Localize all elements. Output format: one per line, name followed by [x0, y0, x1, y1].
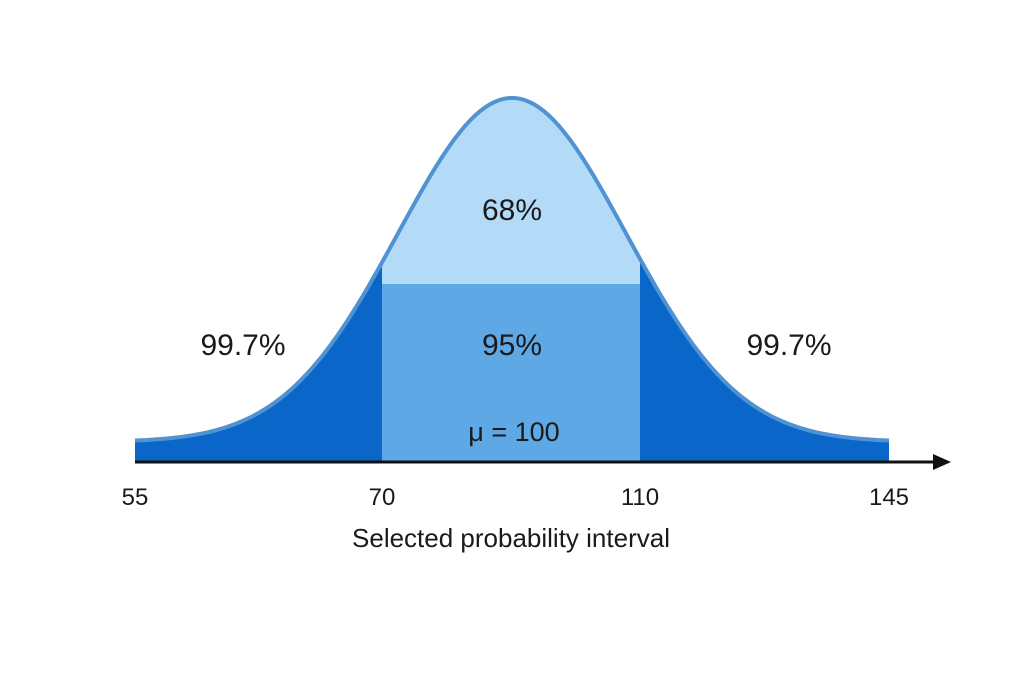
curve-fills: [135, 98, 889, 462]
tail-region-left: [135, 262, 382, 462]
curve-outline: [135, 96, 889, 443]
mean-label: μ = 100: [468, 417, 559, 447]
region-label-68: 68%: [482, 194, 542, 227]
tick-label: 70: [369, 484, 396, 511]
center-region: [382, 98, 640, 284]
x-axis: 55 70 110 145: [122, 454, 951, 511]
tail-region-right: [640, 258, 889, 462]
tick-label: 110: [621, 484, 659, 511]
x-axis-arrow: [933, 454, 951, 470]
chart-labels: 68% 95% 99.7% 99.7% μ = 100 Selected pro…: [200, 194, 831, 553]
tick-label: 55: [122, 484, 149, 511]
region-label-99-7-left: 99.7%: [200, 329, 285, 362]
region-label-99-7-right: 99.7%: [746, 329, 831, 362]
x-axis-title: Selected probability interval: [352, 523, 670, 553]
region-label-95: 95%: [482, 329, 542, 362]
tick-label: 145: [869, 484, 909, 511]
